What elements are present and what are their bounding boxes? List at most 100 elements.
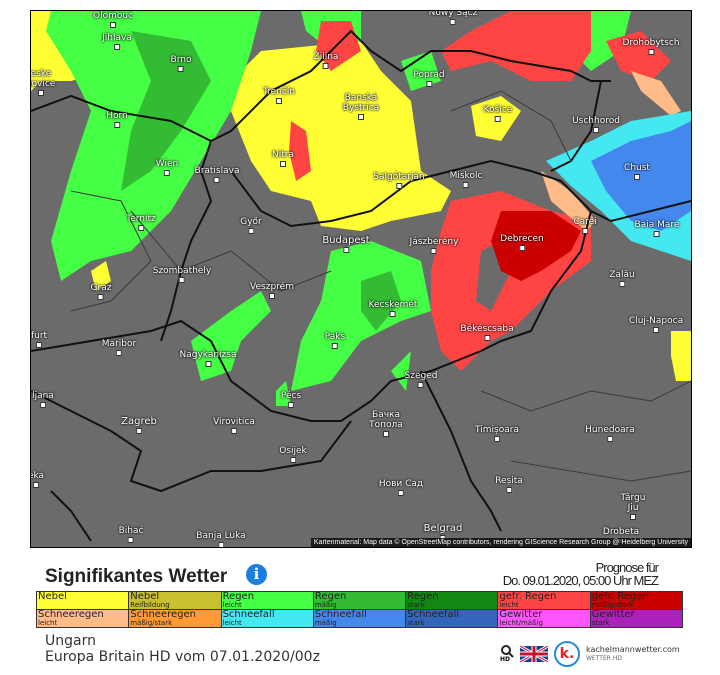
region-borders: [70, 90, 691, 482]
city-label: Szeged: [405, 371, 438, 388]
legend-item: Schneefall leicht: [220, 609, 314, 628]
sleet-areas: [541, 71, 681, 231]
city-label: Chust: [624, 163, 650, 180]
city-label: Нови Сад: [379, 479, 423, 496]
legend-item: Regen stark: [405, 591, 499, 610]
legend-sublabel: leicht: [222, 619, 242, 627]
uk-flag-icon[interactable]: [519, 644, 549, 664]
city-label: Szombathely: [153, 266, 212, 283]
city-label: Uschhorod: [572, 116, 620, 133]
legend-item: Schneeregen mäßig/stark: [128, 609, 222, 628]
city-label: Nowy Sącz: [429, 11, 478, 25]
legend-sublabel: stark: [591, 619, 610, 627]
legend-label: Schneefall: [407, 609, 460, 620]
city-label: ljana: [32, 391, 54, 408]
legend-label: gefr. Regen: [591, 591, 649, 602]
brand-text[interactable]: kachelmannwetter.com WETTER HD: [586, 645, 680, 663]
info-icon[interactable]: i: [246, 564, 267, 585]
city-label: Kecskemét: [369, 300, 418, 317]
legend-item: Gewitter leicht/mäßig: [497, 609, 591, 628]
legend-item: Nebel Reifbildung: [128, 591, 222, 610]
city-label: eske jovice: [31, 69, 55, 96]
kachelmann-logo[interactable]: k.: [554, 641, 580, 667]
legend-item: Regen leicht: [220, 591, 314, 610]
city-label: Nitra: [272, 150, 294, 167]
legend-row: Schneeregen leicht Schneeregen mäßig/stark S…: [35, 609, 684, 628]
forecast-time: Prognose für Do. 09.01.2020, 05:00 Uhr M…: [502, 560, 659, 588]
legend-item: Nebel: [35, 591, 130, 610]
region-name: Ungarn: [45, 633, 96, 649]
city-label: Budapest: [322, 236, 369, 253]
city-label: Timișoara: [475, 425, 519, 442]
legend-label: Nebel: [38, 591, 67, 602]
forecast-datetime: Do. 09.01.2020, 05:00 Uhr MEZ: [502, 573, 659, 588]
legend-label: Gewitter: [499, 609, 543, 620]
legend-sublabel: stark: [407, 601, 425, 609]
city-label: Jihlava: [102, 33, 132, 50]
map-info: Ungarn Europa Britain HD vom 07.01.2020/…: [45, 633, 320, 665]
city-label: Drobeta: [603, 527, 639, 544]
legend-sublabel: mäßig/stark: [130, 619, 173, 627]
legend-sublabel: mäßig: [314, 601, 337, 609]
city-label: Olomouc: [93, 11, 133, 28]
city-label: Miskolc: [450, 171, 483, 188]
city-label: Maribor: [102, 339, 136, 356]
legend-label: Gewitter: [591, 609, 635, 620]
city-label: Jászberény: [410, 237, 459, 254]
city-label: Wien: [156, 159, 178, 176]
legend-label: Nebel: [130, 591, 160, 602]
legend-item: gefr. Regen leicht: [497, 591, 591, 610]
city-label: Cluj-Napoca: [629, 316, 683, 333]
legend-item: Gewitter stark: [589, 609, 684, 628]
legend-label: Regen: [314, 591, 347, 602]
city-label: Paks: [325, 332, 345, 349]
city-label: Târgu Jiu: [618, 493, 648, 520]
city-label: Carei: [573, 217, 596, 234]
brand-name: kachelmannwetter.com: [586, 645, 680, 654]
legend-item: Schneefall stark: [405, 609, 499, 628]
country-borders: [31, 29, 691, 542]
legend-item: Schneefall mäßig: [312, 609, 407, 628]
brand-subtitle: WETTER HD: [586, 655, 622, 662]
forecast-label: Prognose für: [595, 560, 659, 575]
page-title: Signifikantes Wetter: [45, 566, 228, 587]
city-label: Košice: [484, 105, 513, 122]
precipitation-layer: [31, 11, 691, 542]
legend-label: Regen: [407, 591, 439, 602]
city-label: furt: [31, 331, 47, 348]
city-label: Nagykanizsa: [180, 350, 237, 367]
legend-sublabel: Reifbildung: [130, 601, 170, 609]
legend-item: Regen mäßig: [312, 591, 407, 610]
city-label: Reșita: [495, 476, 523, 493]
legend-sublabel: leicht: [222, 601, 242, 609]
hd-zoom-button[interactable]: HD: [500, 643, 514, 665]
city-label: Graz: [91, 283, 112, 300]
city-label: Belgrad: [424, 524, 463, 541]
city-label: Žilina: [314, 52, 339, 69]
city-label: Osijek: [279, 446, 307, 463]
hd-label: HD: [500, 656, 511, 663]
city-label: Trenčín: [263, 87, 295, 104]
legend-sublabel: leicht: [499, 601, 519, 609]
city-label: Horn: [106, 111, 128, 128]
legend-item: gefr. Regen mäßig/stark: [589, 591, 684, 610]
city-label: Banská Bystrica: [336, 93, 386, 120]
city-label: Bihać: [119, 526, 144, 543]
city-label: Poprad: [413, 70, 444, 87]
city-label: Pécs: [281, 391, 301, 408]
weather-map[interactable]: Olomouc Nowy Sącz Jihlava Brno Drohobyts…: [30, 10, 692, 548]
city-label: Zagreb: [121, 417, 157, 434]
search-icon: [501, 645, 514, 658]
city-label: Salgótarján: [373, 172, 424, 189]
legend-sublabel: stark: [407, 619, 425, 627]
legend-item: Schneeregen leicht: [35, 609, 130, 628]
city-label: Virovitica: [213, 417, 255, 434]
legend-sublabel: mäßig: [314, 619, 337, 627]
legend-sublabel: leicht/mäßig: [499, 619, 543, 627]
city-label: Drohobytsch: [622, 38, 679, 55]
legend-label: Schneefall: [314, 609, 367, 620]
legend-label: gefr. Regen: [499, 591, 557, 602]
legend-label: Schneefall: [222, 609, 275, 620]
city-label: Bratislava: [195, 166, 240, 183]
legend-sublabel: mäßig/stark: [591, 601, 634, 609]
